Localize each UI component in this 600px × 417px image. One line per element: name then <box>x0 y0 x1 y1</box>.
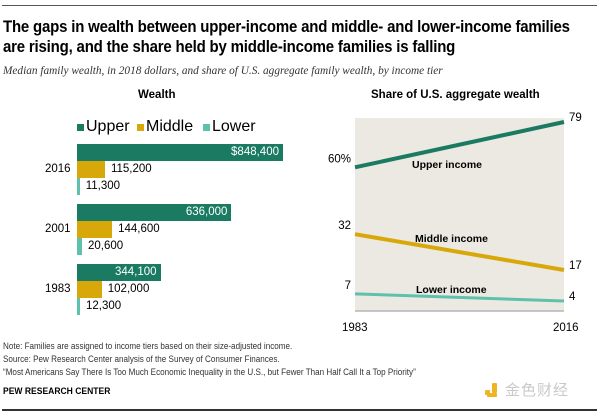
legend-label-lower: Lower <box>212 118 256 135</box>
x-tick-label-1983: 1983 <box>342 322 368 334</box>
bar-upper-2001 <box>77 204 232 221</box>
bar-label-upper-2016: $848,400 <box>231 146 279 158</box>
chart-subtitle: Median family wealth, in 2018 dollars, a… <box>3 65 443 77</box>
bottom-rule <box>2 409 597 411</box>
footer-report-title: “Most Americans Say There Is Too Much Ec… <box>3 367 416 377</box>
legend-label-upper: Upper <box>86 118 130 135</box>
bar-middle-2016 <box>77 161 105 178</box>
chart-title-line-1: The gaps in wealth between upper-income … <box>3 18 570 36</box>
x-tick-label-2016: 2016 <box>553 322 579 334</box>
start-label-upper: 60% <box>328 153 351 165</box>
bar-label-middle-1983: 102,000 <box>107 283 150 295</box>
series-label-lower-income: Lower income <box>416 284 487 296</box>
chart-title-line-2: are rising, and the share held by middle… <box>3 38 456 56</box>
bar-lower-2016 <box>77 178 80 195</box>
bar-lower-2001 <box>77 238 82 255</box>
bar-label-lower-1983: 12,300 <box>85 300 122 312</box>
legend-swatch-upper <box>77 123 84 131</box>
legend-item-lower: Lower <box>203 118 256 136</box>
bar-middle-1983 <box>77 281 102 298</box>
bar-label-upper-1983: 344,100 <box>114 266 157 278</box>
top-rule <box>2 5 597 6</box>
series-label-middle-income: Middle income <box>415 233 488 245</box>
bar-label-lower-2001: 20,600 <box>88 240 124 252</box>
end-label-middle: 17 <box>569 260 582 272</box>
year-label-2001: 2001 <box>45 223 71 235</box>
start-label-middle: 32 <box>338 220 351 232</box>
bar-middle-2001 <box>77 221 113 238</box>
jinse-logo-icon <box>485 382 501 398</box>
bar-upper-1983 <box>77 264 161 281</box>
bar-label-lower-2016: 11,300 <box>85 180 121 192</box>
legend-swatch-lower <box>203 123 210 131</box>
bar-lower-1983 <box>77 298 80 315</box>
pew-research-center-brand: PEW RESEARCH CENTER <box>3 386 111 396</box>
bar-label-middle-2016: 115,200 <box>110 163 152 175</box>
year-label-1983: 1983 <box>45 283 71 295</box>
share-panel-title: Share of U.S. aggregate wealth <box>371 89 540 101</box>
legend-item-middle: Middle <box>137 118 193 136</box>
watermark: 金色财经 <box>485 379 569 400</box>
legend-swatch-middle <box>137 123 144 131</box>
year-label-2016: 2016 <box>45 163 71 175</box>
footer-source: Source: Pew Research Center analysis of … <box>3 354 280 364</box>
legend-label-middle: Middle <box>146 118 194 135</box>
end-label-lower: 4 <box>569 291 576 303</box>
footer-note: Note: Families are assigned to income ti… <box>3 341 293 351</box>
watermark-text: 金色财经 <box>505 381 570 399</box>
start-label-lower: 7 <box>345 280 351 292</box>
plot-background <box>355 118 564 311</box>
line-upper-income <box>354 120 565 170</box>
end-label-upper: 79 <box>569 112 582 124</box>
legend-item-upper: Upper <box>77 118 130 136</box>
bar-upper-2016 <box>77 144 283 161</box>
chart-title: The gaps in wealth between upper-income … <box>3 17 570 57</box>
line-lower-income <box>354 292 565 303</box>
bar-label-middle-2001: 144,600 <box>118 223 160 235</box>
series-label-upper-income: Upper income <box>412 159 482 171</box>
bar-label-upper-2001: 636,000 <box>185 206 228 218</box>
wealth-panel-title: Wealth <box>138 89 176 101</box>
line-middle-income <box>354 232 565 272</box>
